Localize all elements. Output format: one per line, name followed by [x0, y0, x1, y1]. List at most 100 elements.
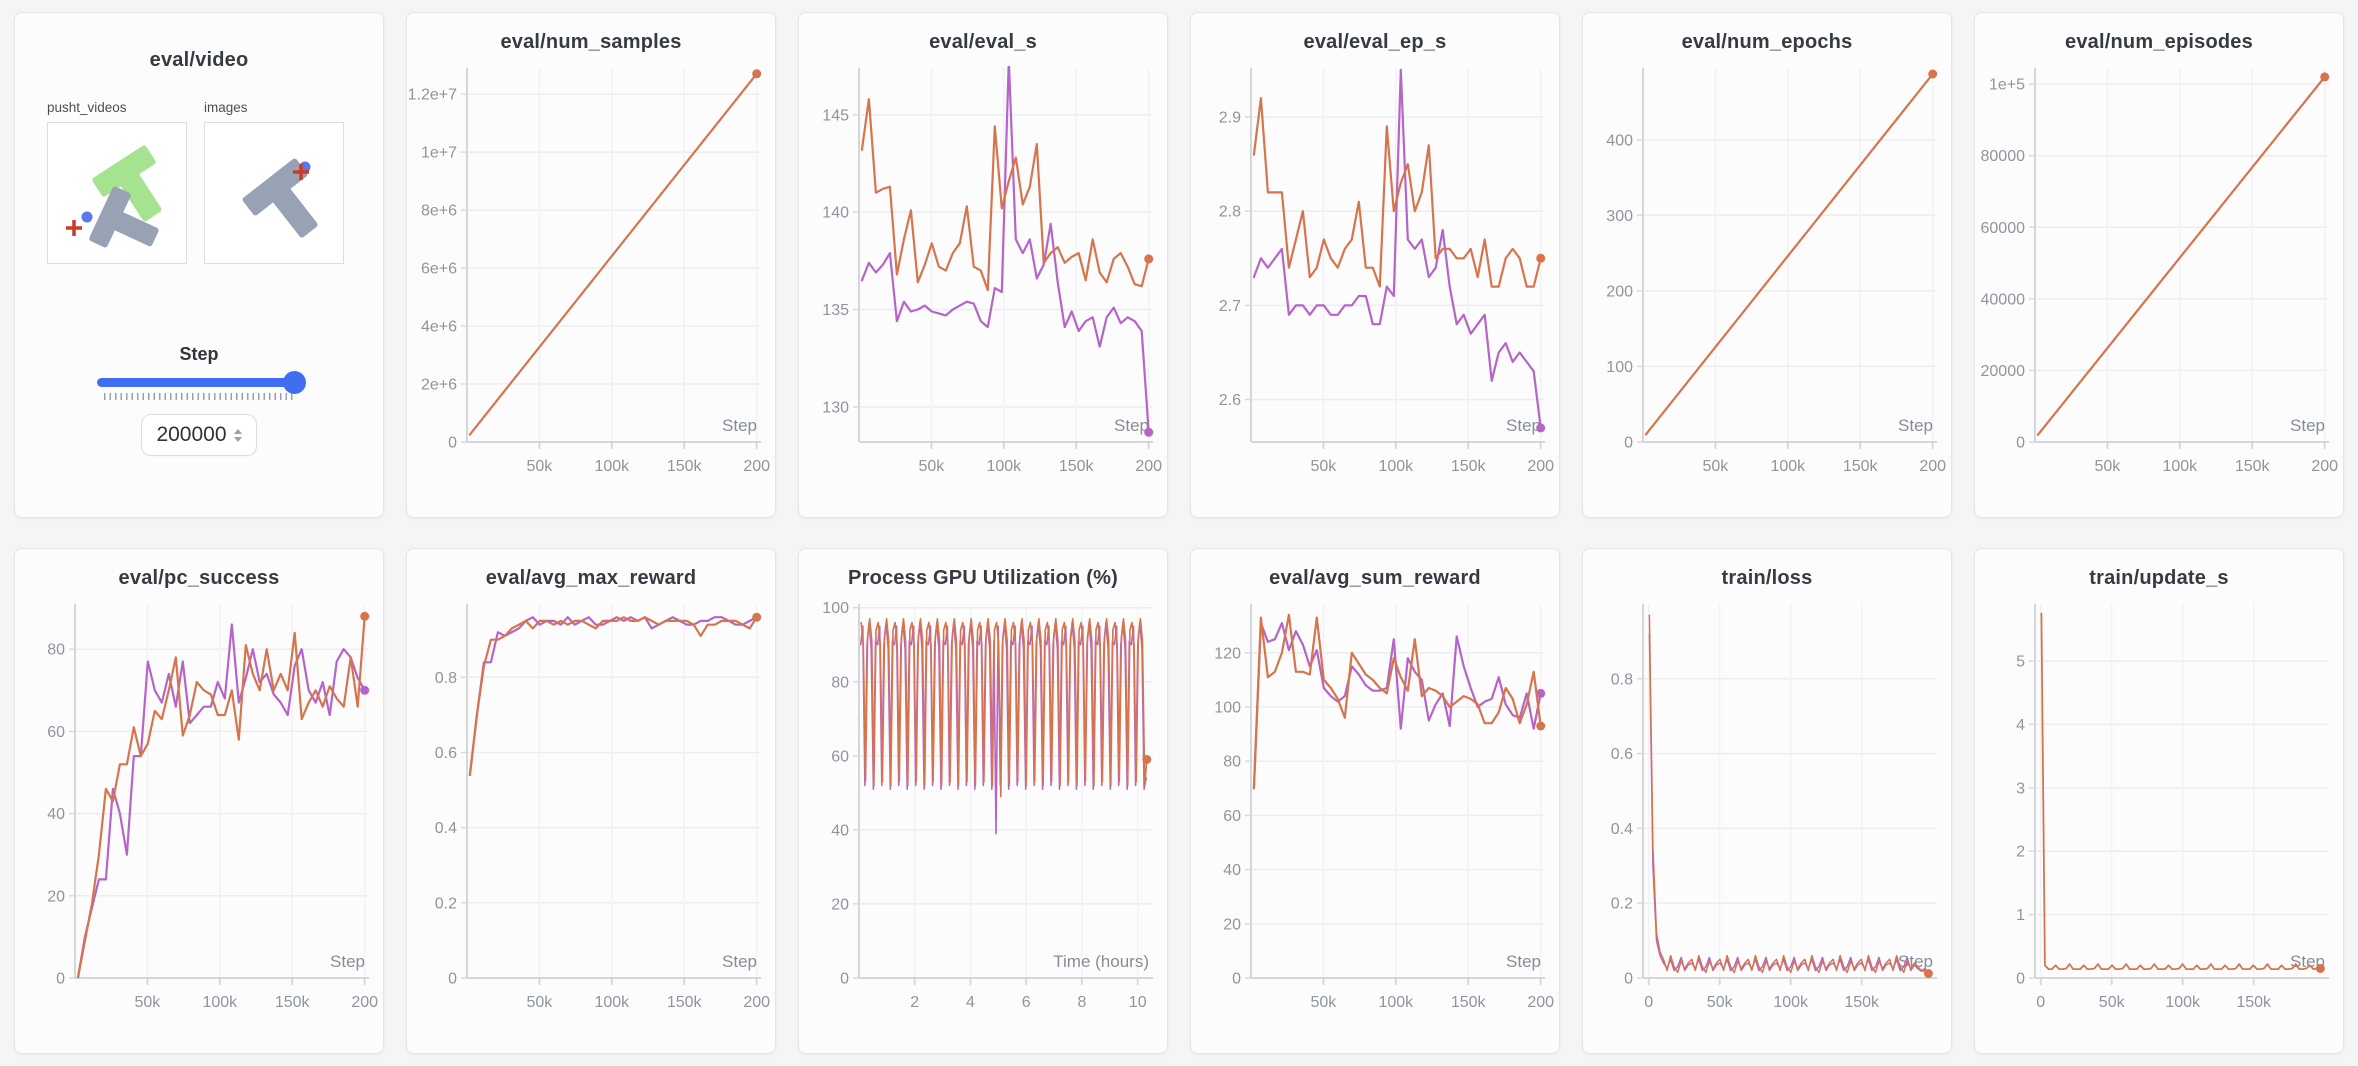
panel-title: eval/avg_max_reward: [485, 567, 697, 589]
svg-text:145: 145: [822, 107, 849, 124]
svg-text:50k: 50k: [1707, 994, 1734, 1011]
svg-text:1: 1: [2016, 907, 2025, 924]
spinner-down-icon[interactable]: [233, 436, 242, 442]
svg-text:0.6: 0.6: [435, 745, 457, 762]
panel-eval-num-samples: eval/num_samples 0 2e+6 4e+6 6e+6 8e+6 1e+7 1.…: [406, 12, 776, 518]
svg-text:200: 200: [1527, 458, 1554, 475]
svg-text:130: 130: [822, 399, 849, 416]
svg-text:150k: 150k: [667, 458, 703, 475]
svg-text:150k: 150k: [2235, 458, 2271, 475]
svg-text:4e+6: 4e+6: [421, 319, 457, 336]
svg-text:0: 0: [2036, 994, 2045, 1011]
svg-text:0: 0: [1624, 971, 1633, 988]
images-thumbnail[interactable]: [204, 122, 344, 264]
gray-t-shape: [89, 186, 159, 248]
svg-text:100: 100: [1214, 700, 1241, 717]
svg-text:80: 80: [831, 674, 849, 691]
panel-title: eval/num_episodes: [2065, 31, 2253, 53]
svg-text:0: 0: [2016, 971, 2025, 988]
step-slider-label: Step: [179, 344, 219, 364]
svg-text:2: 2: [2016, 844, 2025, 861]
svg-text:1e+7: 1e+7: [421, 145, 457, 162]
svg-text:0: 0: [1644, 994, 1653, 1011]
svg-text:100k: 100k: [986, 458, 1022, 475]
slider-knob[interactable]: [283, 371, 306, 394]
svg-text:150k: 150k: [1451, 994, 1487, 1011]
svg-text:100k: 100k: [1773, 994, 1809, 1011]
svg-text:0: 0: [1232, 971, 1241, 988]
svg-text:Step: Step: [722, 416, 757, 435]
chart-eval-num-samples[interactable]: 0 2e+6 4e+6 6e+6 8e+6 1e+7 1.2e+7 50k 100k 150k 20…: [407, 60, 775, 490]
svg-text:0: 0: [2016, 435, 2025, 452]
svg-text:200: 200: [1606, 283, 1633, 300]
svg-text:100k: 100k: [594, 458, 630, 475]
svg-text:100: 100: [1606, 359, 1633, 376]
chart-eval-num-episodes[interactable]: 0 20000 40000 60000 80000 1e+5 50k 100k 150k 200 S…: [1975, 60, 2343, 490]
svg-text:0.4: 0.4: [1611, 821, 1633, 838]
svg-text:200: 200: [2311, 458, 2338, 475]
panel-title: eval/num_epochs: [1681, 31, 1853, 53]
svg-text:400: 400: [1606, 132, 1633, 149]
panel-eval-avg-sum-reward: eval/avg_sum_reward 0 20 40 60 80 100 120 50k 10…: [1190, 548, 1560, 1054]
svg-text:150k: 150k: [2236, 994, 2272, 1011]
svg-text:6e+6: 6e+6: [421, 261, 457, 278]
gray-t-shape: [242, 158, 318, 238]
svg-text:20: 20: [831, 896, 849, 913]
svg-text:40: 40: [831, 822, 849, 839]
images-label: images: [204, 100, 248, 115]
svg-text:200: 200: [351, 994, 378, 1011]
spinner-up-icon[interactable]: [233, 428, 242, 434]
stepper-spinner[interactable]: [233, 428, 242, 442]
svg-text:40: 40: [47, 806, 65, 823]
panel-gpu-utilization: Process GPU Utilization (%) 0 20 40 60 80 100…: [798, 548, 1168, 1054]
panel-eval-num-episodes: eval/num_episodes 0 20000 40000 60000 80000 1…: [1974, 12, 2344, 518]
panel-eval-eval-s: eval/eval_s 130 135 140 145 50k 100k 150k 200 St…: [798, 12, 1168, 518]
panel-title: train/update_s: [2089, 567, 2229, 589]
panel-eval-num-epochs: eval/num_epochs 0 100 200 300 400 50k 100k 150k…: [1582, 12, 1952, 518]
panel-title: eval/num_samples: [500, 31, 682, 53]
thumbnail-labels: pusht_videos images: [47, 100, 383, 115]
panel-title: train/loss: [1721, 567, 1813, 589]
svg-text:Step: Step: [1898, 952, 1933, 971]
step-value: 200000: [156, 423, 227, 446]
svg-text:50k: 50k: [919, 458, 946, 475]
svg-text:50k: 50k: [527, 458, 554, 475]
chart-eval-avg-sum-reward[interactable]: 0 20 40 60 80 100 120 50k 100k 150k 200 Step: [1191, 596, 1559, 1026]
panel-title: eval/avg_sum_reward: [1269, 567, 1481, 589]
panel-train-update-s: train/update_s 0 1 2 3 4 5 0 50k 100k 150k Step: [1974, 548, 2344, 1054]
chart-eval-avg-max-reward[interactable]: 0 0.2 0.4 0.6 0.8 50k 100k 150k 200 Step: [407, 596, 775, 1026]
chart-train-loss[interactable]: 0 0.2 0.4 0.6 0.8 0 50k 100k 150k Step: [1583, 596, 1951, 1026]
slider-track[interactable]: [97, 378, 301, 387]
svg-text:Step: Step: [2290, 952, 2325, 971]
svg-text:Step: Step: [330, 952, 365, 971]
chart-eval-eval-ep-s[interactable]: 2.6 2.7 2.8 2.9 50k 100k 150k 200 Step: [1191, 60, 1559, 490]
svg-text:1e+5: 1e+5: [1989, 77, 2025, 94]
chart-gpu-utilization[interactable]: 0 20 40 60 80 100 2 4 6 8 10 Time (hours): [799, 596, 1167, 1026]
svg-text:200: 200: [1919, 458, 1946, 475]
svg-text:40000: 40000: [1981, 291, 2026, 308]
panel-train-loss: train/loss 0 0.2 0.4 0.6 0.8 0 50k 100k 150k Step: [1582, 548, 1952, 1054]
svg-text:0.8: 0.8: [1611, 671, 1633, 688]
chart-eval-pc-success[interactable]: 0 20 40 60 80 50k 100k 150k 200 Step: [15, 596, 383, 1026]
panel-title: eval/pc_success: [118, 567, 280, 589]
svg-text:2.7: 2.7: [1219, 298, 1241, 315]
svg-text:120: 120: [1214, 645, 1241, 662]
chart-eval-num-epochs[interactable]: 0 100 200 300 400 50k 100k 150k 200 Step: [1583, 60, 1951, 490]
svg-text:6: 6: [1022, 994, 1031, 1011]
chart-train-update-s[interactable]: 0 1 2 3 4 5 0 50k 100k 150k Step: [1975, 596, 2343, 1026]
svg-text:2.6: 2.6: [1219, 392, 1241, 409]
svg-text:150k: 150k: [1843, 458, 1879, 475]
svg-text:100k: 100k: [1770, 458, 1806, 475]
svg-text:200: 200: [743, 994, 770, 1011]
step-slider[interactable]: [97, 371, 306, 394]
svg-text:3: 3: [2016, 780, 2025, 797]
thumbnail-row: [47, 122, 383, 264]
svg-text:80: 80: [1223, 754, 1241, 771]
pusht-video-thumbnail[interactable]: [47, 122, 187, 264]
pusht-videos-label: pusht_videos: [47, 100, 127, 115]
chart-eval-eval-s[interactable]: 130 135 140 145 50k 100k 150k 200 Step: [799, 60, 1167, 490]
svg-text:0.8: 0.8: [435, 670, 457, 687]
step-number-input[interactable]: 200000: [141, 414, 257, 456]
svg-text:0.6: 0.6: [1611, 746, 1633, 763]
panel-title: eval/eval_ep_s: [1303, 31, 1447, 53]
